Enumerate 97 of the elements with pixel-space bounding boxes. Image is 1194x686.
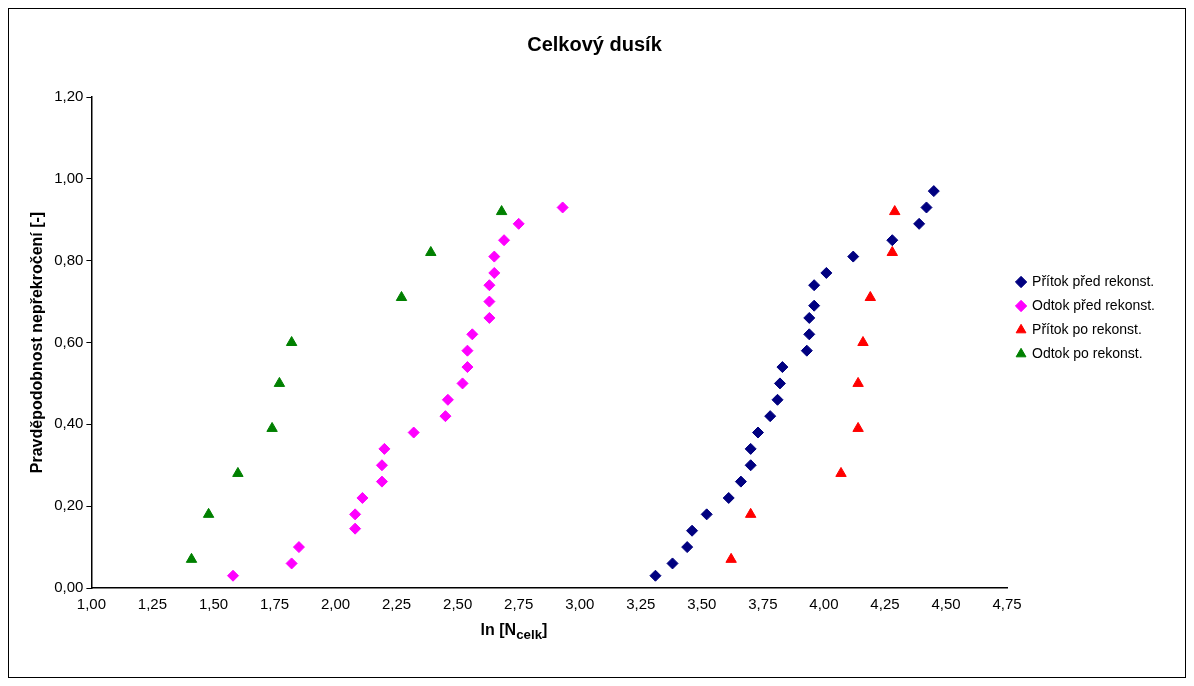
point [466,328,479,341]
point [441,393,454,406]
point [889,205,901,216]
y-tick-label: 0,00 [54,578,84,596]
point [744,442,757,455]
point [461,344,474,357]
point [852,421,864,432]
point [700,508,713,521]
point [202,507,215,518]
x-tick-label: 3,00 [565,595,595,613]
point [356,491,369,504]
x-tick-label: 1,50 [198,595,229,613]
y-tick-label: 1,00 [54,168,84,186]
point [285,336,298,346]
point [751,426,764,439]
point [378,442,391,455]
point [227,569,240,582]
point [395,290,408,301]
point [285,557,298,570]
point [273,376,286,387]
y-tick-label: 0,80 [54,250,84,268]
x-tick-label: 4,75 [992,595,1022,613]
point [439,410,452,423]
point [686,524,699,537]
point [886,245,898,256]
point [913,217,926,230]
point [847,250,860,263]
point [773,377,786,390]
point [808,299,821,312]
point [483,311,496,324]
x-tick-label: 3,75 [748,595,778,613]
point [803,328,816,341]
point [764,410,777,423]
point [771,393,784,406]
point [425,245,437,256]
point [681,541,694,554]
y-tick-label: 0,60 [54,332,84,350]
point [744,459,757,472]
y-tick-label: 0,20 [54,496,84,514]
x-tick-label: 2,25 [382,595,412,613]
point [266,421,278,432]
point [734,475,747,488]
x-tick-label: 4,25 [870,595,900,613]
point [808,279,821,292]
point [744,507,757,518]
y-tick-label: 0,40 [54,414,84,432]
point [649,569,662,582]
point [461,361,474,374]
x-axis-title: ln [N$_{celk}$] [479,621,549,643]
point [512,217,525,230]
legend-label: Přítok před rekonst. [1032,272,1155,289]
point [483,279,496,292]
point [886,234,899,247]
x-tick-label: 3,25 [626,595,656,613]
point [852,376,864,387]
point [488,250,501,263]
point [556,201,569,214]
legend-label: Odtok po rekonst. [1032,344,1143,361]
x-tick-label: 1,75 [259,595,290,613]
point [820,266,833,279]
x-tick-label: 1,00 [76,595,106,613]
point [375,459,388,472]
legend-label: Odtok před rekonst. [1032,296,1155,313]
x-tick-label: 2,50 [443,595,473,613]
point [488,266,501,279]
point [349,508,362,521]
x-tick-label: 4,50 [931,595,961,613]
chart-title: Celkový dusík [527,32,663,55]
point [857,336,869,346]
point [800,344,813,357]
y-axis-title: Pravděpodobnost nepřekročení [-] [28,211,46,474]
point [375,475,388,488]
point [927,185,940,198]
x-tick-label: 4,00 [809,595,839,613]
point [776,361,789,374]
point [498,234,511,247]
point [495,205,508,216]
point [292,541,305,554]
point [456,377,469,390]
point [920,201,933,214]
y-tick-label: 1,20 [54,87,84,105]
x-tick-label: 2,00 [320,595,351,613]
point [864,290,877,301]
point [349,522,362,535]
point [483,295,496,308]
point [232,466,244,477]
x-tick-label: 2,75 [504,595,534,613]
point [725,552,737,563]
point [835,466,847,477]
point [407,426,420,439]
x-tick-label: 3,50 [687,595,717,613]
x-tick-label: 1,25 [137,595,168,613]
point [722,491,735,504]
point [185,552,198,563]
point [666,557,679,570]
legend-label: Přítok po rekonst. [1032,320,1142,337]
point [803,311,816,324]
